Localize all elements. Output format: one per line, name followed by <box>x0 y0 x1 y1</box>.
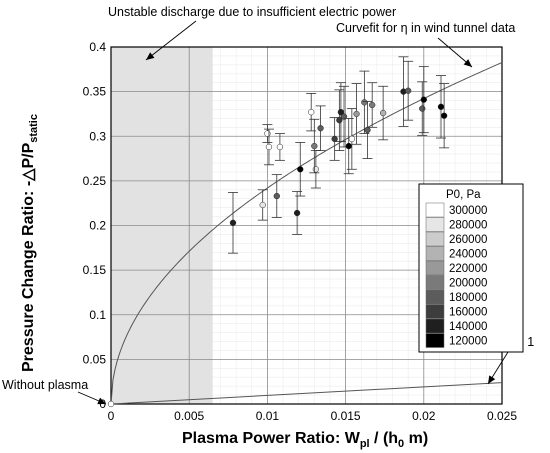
legend-entry-label: 260000 <box>449 234 487 246</box>
legend-swatch <box>425 246 445 261</box>
legend-entry-label: 140000 <box>449 321 487 333</box>
x-tick-label: 0.025 <box>487 409 517 423</box>
data-point <box>348 135 356 143</box>
data-point <box>369 101 376 109</box>
x-label-tail: / (h <box>370 430 398 447</box>
data-point <box>312 166 320 173</box>
legend-swatch <box>425 202 445 218</box>
legend-entry-label: 160000 <box>449 307 487 319</box>
data-point <box>297 166 304 173</box>
curvefit-arrow-head <box>463 59 472 67</box>
legend-swatch <box>425 318 445 334</box>
x-tick-label: 0.005 <box>174 409 204 423</box>
eta-arrow-head <box>488 375 496 384</box>
legend-entry-label: 120000 <box>449 336 487 348</box>
y-tick-label: 0.15 <box>83 263 107 277</box>
legend-swatch <box>425 231 445 247</box>
y-tick-label: 0.05 <box>83 352 107 366</box>
x-label-sub2: 0 <box>398 438 404 450</box>
data-point <box>379 109 387 117</box>
x-tick-label: 0.015 <box>331 409 361 423</box>
x-label-main: Plasma Power Ratio: W <box>182 430 361 447</box>
data-point <box>259 201 266 209</box>
legend-swatch <box>425 217 445 232</box>
legend: P0, Pa 300000 280000 260000 240000 220000 200… <box>418 183 524 353</box>
data-point <box>364 126 371 134</box>
data-point <box>265 143 273 151</box>
data-point <box>264 130 271 137</box>
data-point <box>420 96 427 103</box>
unstable-arrow <box>145 20 197 61</box>
data-point <box>331 135 338 143</box>
data-point <box>308 109 315 116</box>
legend-entry-label: 200000 <box>449 278 487 290</box>
annotation-without-plasma: Without plasma <box>2 378 88 392</box>
x-label-end: m) <box>404 430 428 447</box>
y-tick-label: 0.1 <box>89 308 106 322</box>
data-point <box>311 142 318 150</box>
y-tick-label: 0.35 <box>83 85 107 99</box>
legend-swatch <box>425 304 445 319</box>
curvefit-prefix: Curvefit for <box>336 21 401 35</box>
annotation-curvefit: Curvefit for η in wind tunnel data <box>336 21 515 35</box>
y-label-sub: static <box>28 114 40 143</box>
legend-swatch <box>425 275 445 290</box>
legend-entry-label: 240000 <box>449 249 487 261</box>
legend-swatch <box>425 289 445 305</box>
legend-entry-label: 280000 <box>449 220 487 232</box>
legend-entry-label: 300000 <box>449 205 487 217</box>
data-point <box>317 125 324 132</box>
data-point <box>273 192 280 200</box>
data-point <box>440 112 448 119</box>
data-point <box>107 400 115 408</box>
legend-swatch <box>425 333 445 348</box>
x-tick-label: 0.02 <box>412 409 436 423</box>
x-label-sub: pl <box>360 438 370 450</box>
y-tick-label: 0.3 <box>89 129 106 143</box>
legend-entry-label: 180000 <box>449 292 487 304</box>
y-tick-label: 0.4 <box>89 40 106 54</box>
legend-title: P0, Pa <box>446 189 481 201</box>
y-label-main: Pressure Change Ratio: -△P/P <box>20 142 37 372</box>
curvefit-eta: η <box>401 21 408 35</box>
curvefit-line <box>110 62 503 405</box>
data-point <box>437 103 445 110</box>
y-tick-label: 0.25 <box>83 174 107 188</box>
legend-swatch <box>425 260 445 276</box>
data-point <box>293 209 301 217</box>
y-tick-label: 0.2 <box>89 219 106 233</box>
data-point <box>361 99 368 106</box>
without-plasma-arrow-head <box>97 397 106 405</box>
data-point <box>276 143 284 151</box>
data-point <box>419 105 426 112</box>
data-point <box>405 87 412 94</box>
y-axis-label: Pressure Change Ratio: -△P/Pstatic <box>20 114 40 372</box>
annotation-unstable-discharge: Unstable discharge due to insufficient e… <box>108 5 396 19</box>
unstable-arrow-head <box>146 52 155 60</box>
data-point <box>353 110 360 118</box>
x-tick-label: 0 <box>108 409 115 423</box>
curvefit-suffix: in wind tunnel data <box>408 21 516 35</box>
eta-one-line <box>110 382 503 405</box>
legend-entry-label: 220000 <box>449 263 487 275</box>
x-axis-label: Plasma Power Ratio: Wpl / (h0 m) <box>182 430 428 450</box>
x-tick-label: 0.01 <box>256 409 280 423</box>
data-point <box>345 142 352 150</box>
legend-entries: 300000 280000 260000 240000 220000 200000 1800… <box>425 202 487 348</box>
data-point <box>229 219 237 226</box>
